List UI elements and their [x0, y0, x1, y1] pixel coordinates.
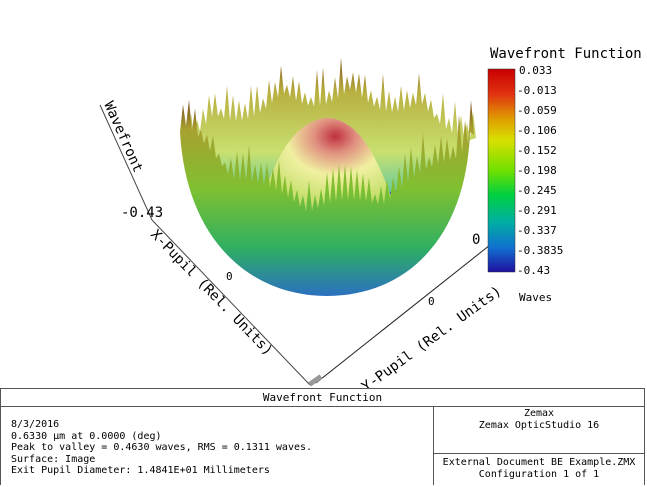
colorbar-tick: -0.059 — [517, 104, 557, 117]
wavefront-surface-plot: Wavefront -0.43 X-Pupil (Rel. Units) 0 Y… — [99, 46, 642, 388]
footer-right-panel: Zemax Zemax OpticStudio 16 External Docu… — [433, 406, 644, 485]
colorbar-title: Wavefront Function — [490, 46, 642, 62]
y-pupil-axis-tick-end: 0 — [472, 232, 480, 248]
wavefront-axis-line — [99, 104, 153, 221]
footer-configuration: Configuration 1 of 1 — [478, 469, 600, 480]
surface-front-wall — [180, 99, 474, 297]
footer-company: Zemax — [523, 408, 555, 419]
y-pupil-axis-line — [315, 244, 491, 384]
colorbar-tick: -0.3835 — [517, 244, 563, 257]
surface — [180, 57, 476, 297]
footer-surface: Surface: Image — [11, 453, 96, 465]
colorbar-tick: -0.245 — [517, 184, 557, 197]
footer-exit-pupil: Exit Pupil Diameter: 1.4841E+01 Millimet… — [11, 465, 270, 476]
x-pupil-axis-tick: 0 — [226, 270, 233, 283]
footer-file-cell: External Document BE Example.ZMX Configu… — [434, 454, 644, 481]
colorbar-unit: Waves — [519, 291, 552, 304]
footer-wavelength: 0.6330 µm at 0.0000 (deg) — [11, 430, 162, 442]
wavefront-axis-label: Wavefront — [100, 99, 145, 175]
x-pupil-axis-line — [151, 219, 311, 386]
footer-date: 8/3/2016 — [11, 419, 60, 430]
colorbar — [487, 68, 516, 273]
colorbar-tick: -0.198 — [517, 164, 557, 177]
axis-origin-marker — [308, 374, 323, 387]
colorbar-tick: -0.106 — [517, 124, 557, 137]
colorbar-tick: -0.337 — [517, 224, 557, 237]
footer-company-cell: Zemax Zemax OpticStudio 16 — [434, 406, 644, 454]
footer-info: 8/3/2016 0.6330 µm at 0.0000 (deg) Peak … — [11, 419, 312, 477]
wavefront-axis-tick: -0.43 — [121, 205, 163, 221]
footer-info-box: Wavefront Function 8/3/2016 0.6330 µm at… — [0, 388, 645, 485]
footer-peak-to-valley: Peak to valley = 0.4630 waves, RMS = 0.1… — [11, 442, 313, 453]
colorbar-tick: -0.152 — [517, 144, 557, 157]
y-pupil-axis-tick: 0 — [428, 295, 435, 308]
footer-product: Zemax OpticStudio 16 — [478, 420, 600, 431]
footer-title: Wavefront Function — [1, 389, 644, 407]
colorbar-tick: 0.033 — [519, 64, 552, 77]
colorbar-tick: -0.291 — [517, 204, 557, 217]
colorbar-tick: -0.43 — [517, 264, 550, 277]
footer-file: External Document BE Example.ZMX — [442, 457, 636, 468]
colorbar-tick: -0.013 — [517, 84, 557, 97]
